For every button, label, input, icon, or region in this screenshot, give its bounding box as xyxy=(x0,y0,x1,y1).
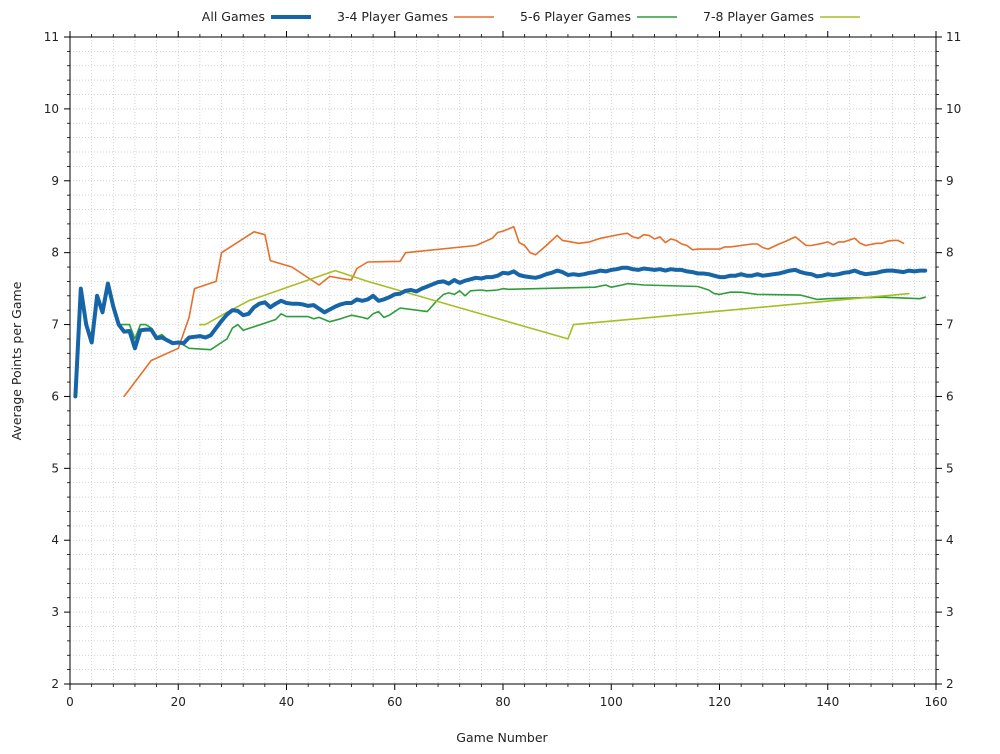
x-axis-label: Game Number xyxy=(456,730,548,745)
y-tick-label: 10 xyxy=(44,102,59,116)
y-tick-label-right: 8 xyxy=(946,246,954,260)
y-tick-label: 5 xyxy=(51,461,59,475)
legend-label-5-6-player-games: 5-6 Player Games xyxy=(520,9,631,24)
y-tick-label-right: 6 xyxy=(946,389,954,403)
series-line-5-6-player-games xyxy=(74,282,926,398)
y-tick-label: 9 xyxy=(51,174,59,188)
legend-label-3-4-player-games: 3-4 Player Games xyxy=(337,9,448,24)
legend: All Games 3-4 Player Games 5-6 Player Game… xyxy=(202,9,860,24)
series-line-7-8-player-games xyxy=(199,269,910,340)
y-tick-label-right: 5 xyxy=(946,461,954,475)
series-line-all-games xyxy=(73,265,928,399)
series-lines xyxy=(73,226,928,399)
x-tick-label: 80 xyxy=(495,695,510,709)
x-tick-label: 60 xyxy=(387,695,402,709)
legend-label-all-games: All Games xyxy=(202,9,265,24)
y-tick-label-right: 4 xyxy=(946,533,954,547)
x-tick-label: 0 xyxy=(66,695,74,709)
x-tick-label: 40 xyxy=(279,695,294,709)
y-tick-label: 6 xyxy=(51,389,59,403)
y-tick-label: 2 xyxy=(51,677,59,691)
x-tick-label: 160 xyxy=(925,695,948,709)
axis-ticks: 0 20 40 60 80 100 120 140 160 2 2 3 3 4 4 5 5 6 6 7 7 8 8 9 9 10 1… xyxy=(44,30,962,709)
y-tick-label: 11 xyxy=(44,30,59,44)
series-line-3-4-player-games xyxy=(123,226,905,398)
y-tick-label-right: 9 xyxy=(946,174,954,188)
legend-label-7-8-player-games: 7-8 Player Games xyxy=(703,9,814,24)
x-tick-label: 120 xyxy=(708,695,731,709)
x-tick-label: 100 xyxy=(600,695,623,709)
y-tick-label: 7 xyxy=(51,318,59,332)
y-tick-label-right: 11 xyxy=(946,30,961,44)
y-axis-label: Average Points per Game xyxy=(9,281,24,440)
y-tick-label-right: 10 xyxy=(946,102,961,116)
y-tick-label-right: 2 xyxy=(946,677,954,691)
x-tick-label: 140 xyxy=(816,695,839,709)
y-tick-label-right: 3 xyxy=(946,605,954,619)
x-tick-label: 20 xyxy=(171,695,186,709)
grid xyxy=(69,36,937,685)
y-tick-label: 4 xyxy=(51,533,59,547)
y-tick-label-right: 7 xyxy=(946,318,954,332)
y-tick-label: 3 xyxy=(51,605,59,619)
y-tick-label: 8 xyxy=(51,246,59,260)
